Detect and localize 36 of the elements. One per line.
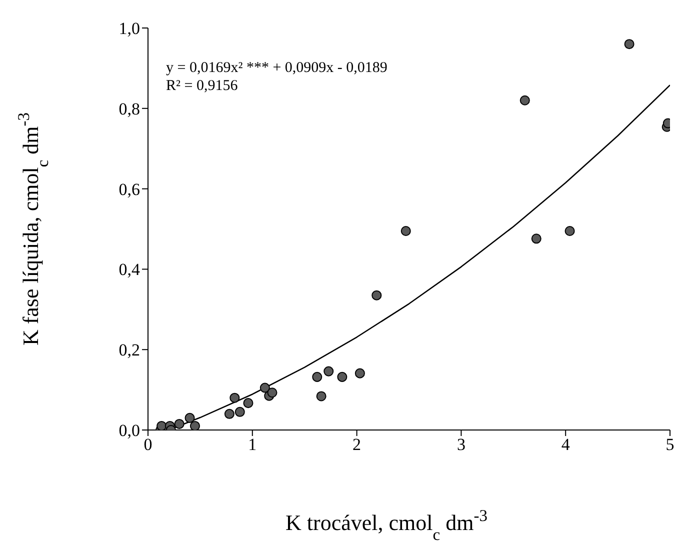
point xyxy=(400,226,411,236)
point xyxy=(372,290,382,300)
y-tick-label: 0,2 xyxy=(118,340,140,360)
x-tick-label: 0 xyxy=(144,435,152,454)
point xyxy=(224,408,234,419)
y-tick-label: 0,6 xyxy=(118,180,140,199)
point xyxy=(190,420,200,430)
point xyxy=(312,372,322,382)
point xyxy=(316,391,326,402)
point xyxy=(234,406,245,417)
x-tick-label: 2 xyxy=(352,435,362,454)
x-tick-label: 3 xyxy=(456,435,466,454)
y-tick-label: 0,4 xyxy=(118,260,140,280)
point xyxy=(174,418,184,429)
point xyxy=(337,372,348,382)
annotation: R² = 0,9156 xyxy=(166,78,238,95)
point xyxy=(624,39,634,50)
y-tick-label: 0,0 xyxy=(118,421,140,440)
x-tick-label: 4 xyxy=(561,435,570,454)
point xyxy=(243,398,254,408)
x-axis-title: K trocável, cmol$_{c}$ dm$^{-3}$ xyxy=(286,506,488,544)
point xyxy=(230,392,240,403)
point xyxy=(267,388,278,398)
annotation: y = 0,0169x² *** + 0,0909x - 0,0189 xyxy=(166,60,388,77)
point xyxy=(354,368,365,378)
x-tick-label: 5 xyxy=(666,435,674,454)
y-tick-label: 1,0 xyxy=(118,19,140,38)
y-tick-label: 0,8 xyxy=(118,99,140,118)
point xyxy=(520,95,530,106)
point xyxy=(531,234,542,244)
point xyxy=(260,382,270,393)
point xyxy=(564,226,575,236)
x-tick-label: 1 xyxy=(248,435,257,454)
point xyxy=(324,366,334,376)
point xyxy=(156,420,167,430)
point xyxy=(184,412,195,423)
